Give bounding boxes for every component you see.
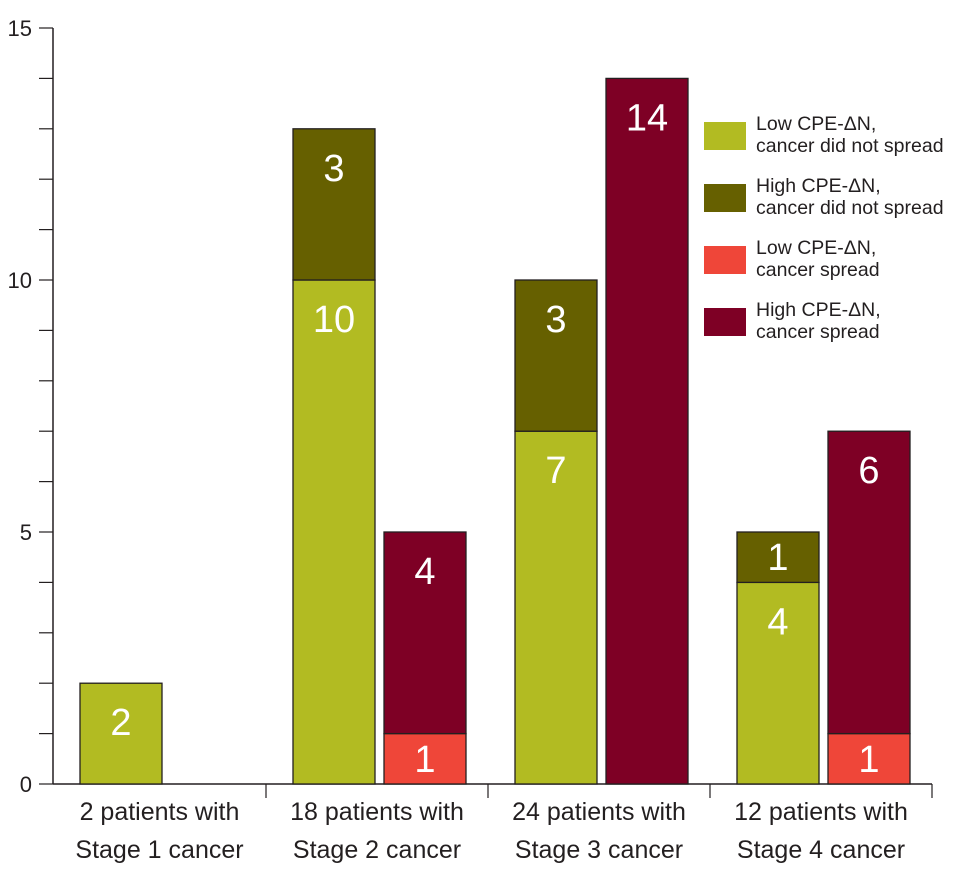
bar-segment	[383, 732, 467, 785]
category-labels: 2 patients with Stage 1 cancer 18 patients…	[75, 798, 907, 864]
y-tick-label: 5	[20, 520, 32, 545]
legend-label: cancer spread	[756, 259, 880, 281]
legend-label: Low CPE-ΔN,	[756, 237, 876, 259]
bar-value-label: 1	[414, 739, 435, 781]
y-tick-label: 0	[20, 772, 32, 797]
bar-segment	[292, 128, 376, 281]
bar-value-label: 3	[545, 299, 566, 341]
legend-label: High CPE-ΔN,	[756, 299, 881, 321]
bar-segment	[736, 581, 820, 785]
bar-segment	[827, 430, 911, 735]
legend-label: High CPE-ΔN,	[756, 175, 881, 197]
bar-segment	[292, 279, 376, 785]
bar-segment	[79, 682, 163, 785]
legend-label: cancer did not spread	[756, 197, 944, 219]
category-label: Stage 2 cancer	[293, 836, 461, 864]
bar-segment	[514, 430, 598, 785]
bar-value-label: 10	[313, 299, 355, 341]
legend-swatch	[704, 308, 746, 336]
bar-segment	[383, 531, 467, 735]
y-tick-label: 15	[8, 16, 32, 41]
bar-value-label: 3	[323, 148, 344, 190]
bar-value-label: 14	[626, 97, 668, 139]
bar-segment	[605, 77, 689, 785]
bar-segment	[827, 732, 911, 785]
bar-value-label: 4	[414, 551, 435, 593]
legend-swatch	[704, 246, 746, 274]
bar-segment	[736, 531, 820, 584]
bar-value-label: 4	[767, 601, 788, 643]
category-label: 24 patients with	[512, 798, 686, 826]
bar-value-label: 1	[767, 537, 788, 579]
legend-label: cancer spread	[756, 321, 880, 343]
legend-swatch	[704, 122, 746, 150]
category-label: Stage 4 cancer	[737, 836, 905, 864]
legend-swatch	[704, 184, 746, 212]
category-label: 18 patients with	[290, 798, 464, 826]
category-label: 2 patients with	[80, 798, 240, 826]
legend-label: Low CPE-ΔN,	[756, 113, 876, 135]
bar-value-label: 2	[110, 702, 131, 744]
bar-value-label: 1	[858, 739, 879, 781]
bar-segment	[514, 279, 598, 432]
y-tick-label: 10	[8, 268, 32, 293]
category-label: Stage 1 cancer	[75, 836, 243, 864]
bar-value-label: 7	[545, 450, 566, 492]
category-label: Stage 3 cancer	[515, 836, 683, 864]
category-label: 12 patients with	[734, 798, 908, 826]
legend-label: cancer did not spread	[756, 135, 944, 157]
bar-value-label: 6	[858, 450, 879, 492]
